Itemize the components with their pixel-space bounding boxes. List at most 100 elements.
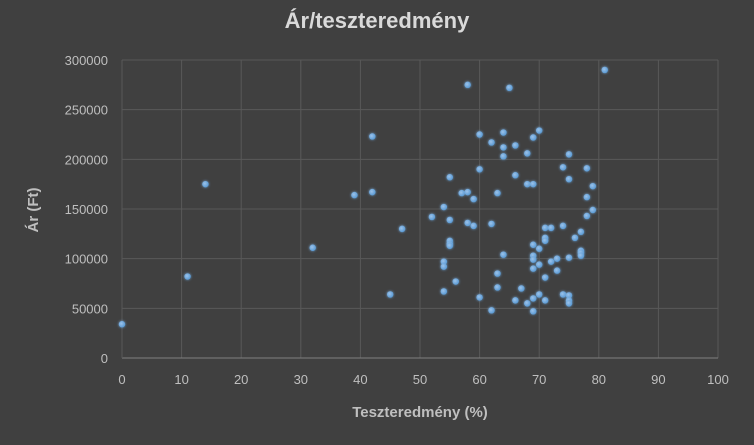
data-point <box>476 166 483 173</box>
data-point <box>494 189 501 197</box>
data-point <box>470 222 477 230</box>
data-point <box>524 300 531 307</box>
data-point <box>530 265 537 272</box>
tick-labels: 0 50000 100000 150000 200000 250000 300000 0 10 2… <box>65 53 729 387</box>
data-point <box>536 127 543 134</box>
y-tick-label: 0 <box>101 351 108 366</box>
data-point <box>500 144 507 151</box>
x-tick-label: 100 <box>707 372 729 387</box>
data-point <box>446 174 453 181</box>
data-point <box>565 176 573 183</box>
data-point <box>577 228 585 236</box>
data-point <box>446 216 453 224</box>
data-point <box>500 153 507 160</box>
data-point <box>464 81 471 89</box>
data-point <box>536 245 543 252</box>
data-point <box>440 203 448 211</box>
y-tick-label: 50000 <box>72 301 108 316</box>
data-point <box>536 261 543 268</box>
data-point <box>512 297 519 304</box>
data-point <box>440 288 448 295</box>
chart-title: Ár/teszteredmény <box>285 8 470 33</box>
data-point <box>446 242 453 249</box>
data-point <box>536 291 543 298</box>
data-point <box>589 182 597 190</box>
data-point <box>464 219 471 227</box>
data-point <box>547 224 555 232</box>
data-point <box>565 300 573 307</box>
y-tick-label: 250000 <box>65 103 108 118</box>
data-point <box>500 251 507 258</box>
y-tick-label: 150000 <box>65 202 108 217</box>
data-point <box>470 195 477 203</box>
data-point <box>464 188 471 196</box>
data-point <box>583 212 591 220</box>
data-point <box>530 241 537 248</box>
data-point <box>541 224 549 232</box>
data-point <box>530 134 537 141</box>
x-tick-label: 40 <box>353 372 367 387</box>
data-point <box>476 131 483 138</box>
data-point <box>500 129 507 136</box>
x-tick-label: 0 <box>118 372 125 387</box>
data-point <box>589 206 597 214</box>
data-point <box>583 165 591 172</box>
data-point <box>541 274 549 281</box>
data-point <box>488 139 495 146</box>
data-point <box>512 172 519 179</box>
data-point <box>559 164 567 171</box>
x-tick-label: 20 <box>234 372 248 387</box>
x-tick-label: 10 <box>174 372 188 387</box>
y-tick-label: 300000 <box>65 53 108 68</box>
y-axis-title: Ár (Ft) <box>25 188 42 233</box>
data-point <box>309 244 316 251</box>
data-point <box>553 255 561 262</box>
data-point <box>440 263 448 270</box>
x-tick-label: 50 <box>413 372 427 387</box>
data-point <box>565 254 573 261</box>
y-tick-label: 200000 <box>65 152 108 167</box>
y-tick-label: 100000 <box>65 252 108 267</box>
data-point <box>530 295 537 302</box>
data-point <box>428 213 436 221</box>
x-tick-label: 80 <box>592 372 606 387</box>
data-point <box>553 267 561 274</box>
data-point <box>524 150 531 157</box>
data-point <box>488 307 495 314</box>
data-point <box>530 308 537 315</box>
x-tick-label: 60 <box>472 372 486 387</box>
data-point <box>202 180 209 188</box>
data-point <box>506 84 513 92</box>
data-point <box>458 189 465 197</box>
data-point <box>488 220 495 228</box>
data-point <box>512 142 519 149</box>
data-point <box>476 294 483 301</box>
data-point <box>547 258 555 265</box>
data-point <box>601 66 608 74</box>
data-point <box>524 180 531 188</box>
data-point <box>494 270 501 277</box>
data-point <box>518 285 525 292</box>
x-axis-title: Teszteredmény (%) <box>352 404 488 421</box>
axes <box>121 60 718 359</box>
data-point <box>494 284 501 291</box>
data-points <box>118 66 608 328</box>
data-point <box>398 225 406 233</box>
data-point <box>440 258 448 265</box>
data-point <box>530 180 537 188</box>
data-point <box>387 291 394 298</box>
data-point <box>541 297 549 304</box>
grid-lines <box>122 59 719 358</box>
x-tick-label: 30 <box>294 372 308 387</box>
data-point <box>369 188 376 196</box>
data-point <box>351 191 358 199</box>
data-point <box>565 151 573 158</box>
data-point <box>583 193 591 201</box>
x-tick-label: 90 <box>651 372 665 387</box>
data-point <box>577 252 585 259</box>
data-point <box>530 256 537 263</box>
data-point <box>559 222 567 230</box>
data-point <box>541 237 549 244</box>
data-point <box>452 278 459 285</box>
